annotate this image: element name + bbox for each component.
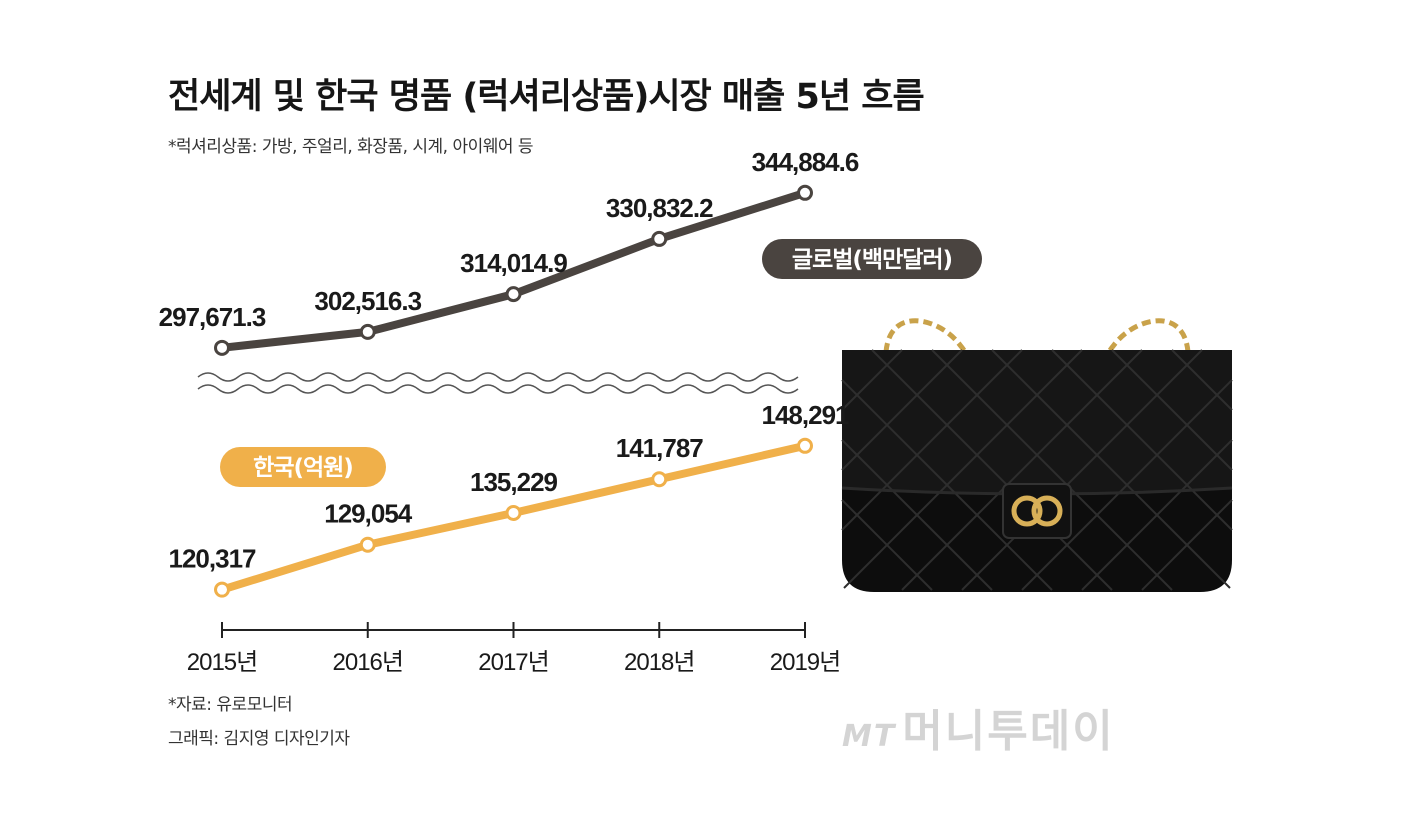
data-label: 330,832.2	[606, 193, 713, 223]
data-label: 135,229	[470, 467, 558, 497]
axis-break-line	[197, 372, 799, 382]
x-tick-label: 2018년	[624, 649, 694, 676]
legend-korea: 한국(억원)	[220, 447, 386, 487]
legend-global-label: 글로벌(백만달러)	[792, 247, 952, 273]
legend-global: 글로벌(백만달러)	[762, 239, 982, 279]
watermark-text: 머니투데이	[902, 706, 1115, 757]
data-label: 314,014.9	[460, 248, 567, 278]
bag-photo	[841, 318, 1233, 592]
page-title: 전세계 및 한국 명품 (럭셔리상품)시장 매출 5년 흐름	[168, 77, 925, 117]
data-point	[651, 230, 668, 247]
x-tick-label: 2015년	[187, 649, 257, 676]
series-global: 297,671.3 302,516.3 314,014.9 330,832.2 344,…	[159, 147, 860, 356]
data-point	[214, 339, 230, 356]
x-tick-label: 2016년	[333, 649, 403, 676]
data-label: 297,671.3	[159, 302, 266, 332]
credit-note: 그래픽: 김지영 디자인기자	[168, 729, 350, 749]
legend-korea-label: 한국(억원)	[253, 455, 353, 481]
watermark-mark: MT	[842, 719, 897, 754]
data-label: 120,317	[169, 544, 257, 574]
data-label: 302,516.3	[314, 286, 421, 316]
source-note: *자료: 유로모니터	[168, 695, 293, 715]
x-tick-label: 2019년	[770, 649, 840, 676]
x-tick-label: 2017년	[478, 649, 548, 676]
series-korea: 120,317 129,054 135,229 141,787 148,291	[169, 400, 850, 598]
x-axis: 2015년 2016년 2017년 2018년 2019년	[187, 622, 841, 676]
data-label: 141,787	[616, 433, 704, 463]
data-label: 344,884.6	[752, 147, 859, 177]
watermark: MT 머니투데이	[842, 695, 1115, 759]
data-point	[214, 581, 230, 598]
chart-subtitle: *럭셔리상품: 가방, 주얼리, 화장품, 시계, 아이웨어 등	[168, 137, 534, 157]
data-point	[359, 536, 376, 553]
data-point	[359, 323, 376, 340]
axis-break-line	[197, 384, 799, 394]
data-point	[797, 437, 813, 454]
data-point	[505, 504, 522, 521]
data-point	[797, 184, 813, 201]
data-label: 148,291	[762, 400, 850, 430]
data-point	[505, 286, 522, 303]
data-label: 129,054	[324, 499, 413, 529]
data-point	[651, 471, 668, 488]
